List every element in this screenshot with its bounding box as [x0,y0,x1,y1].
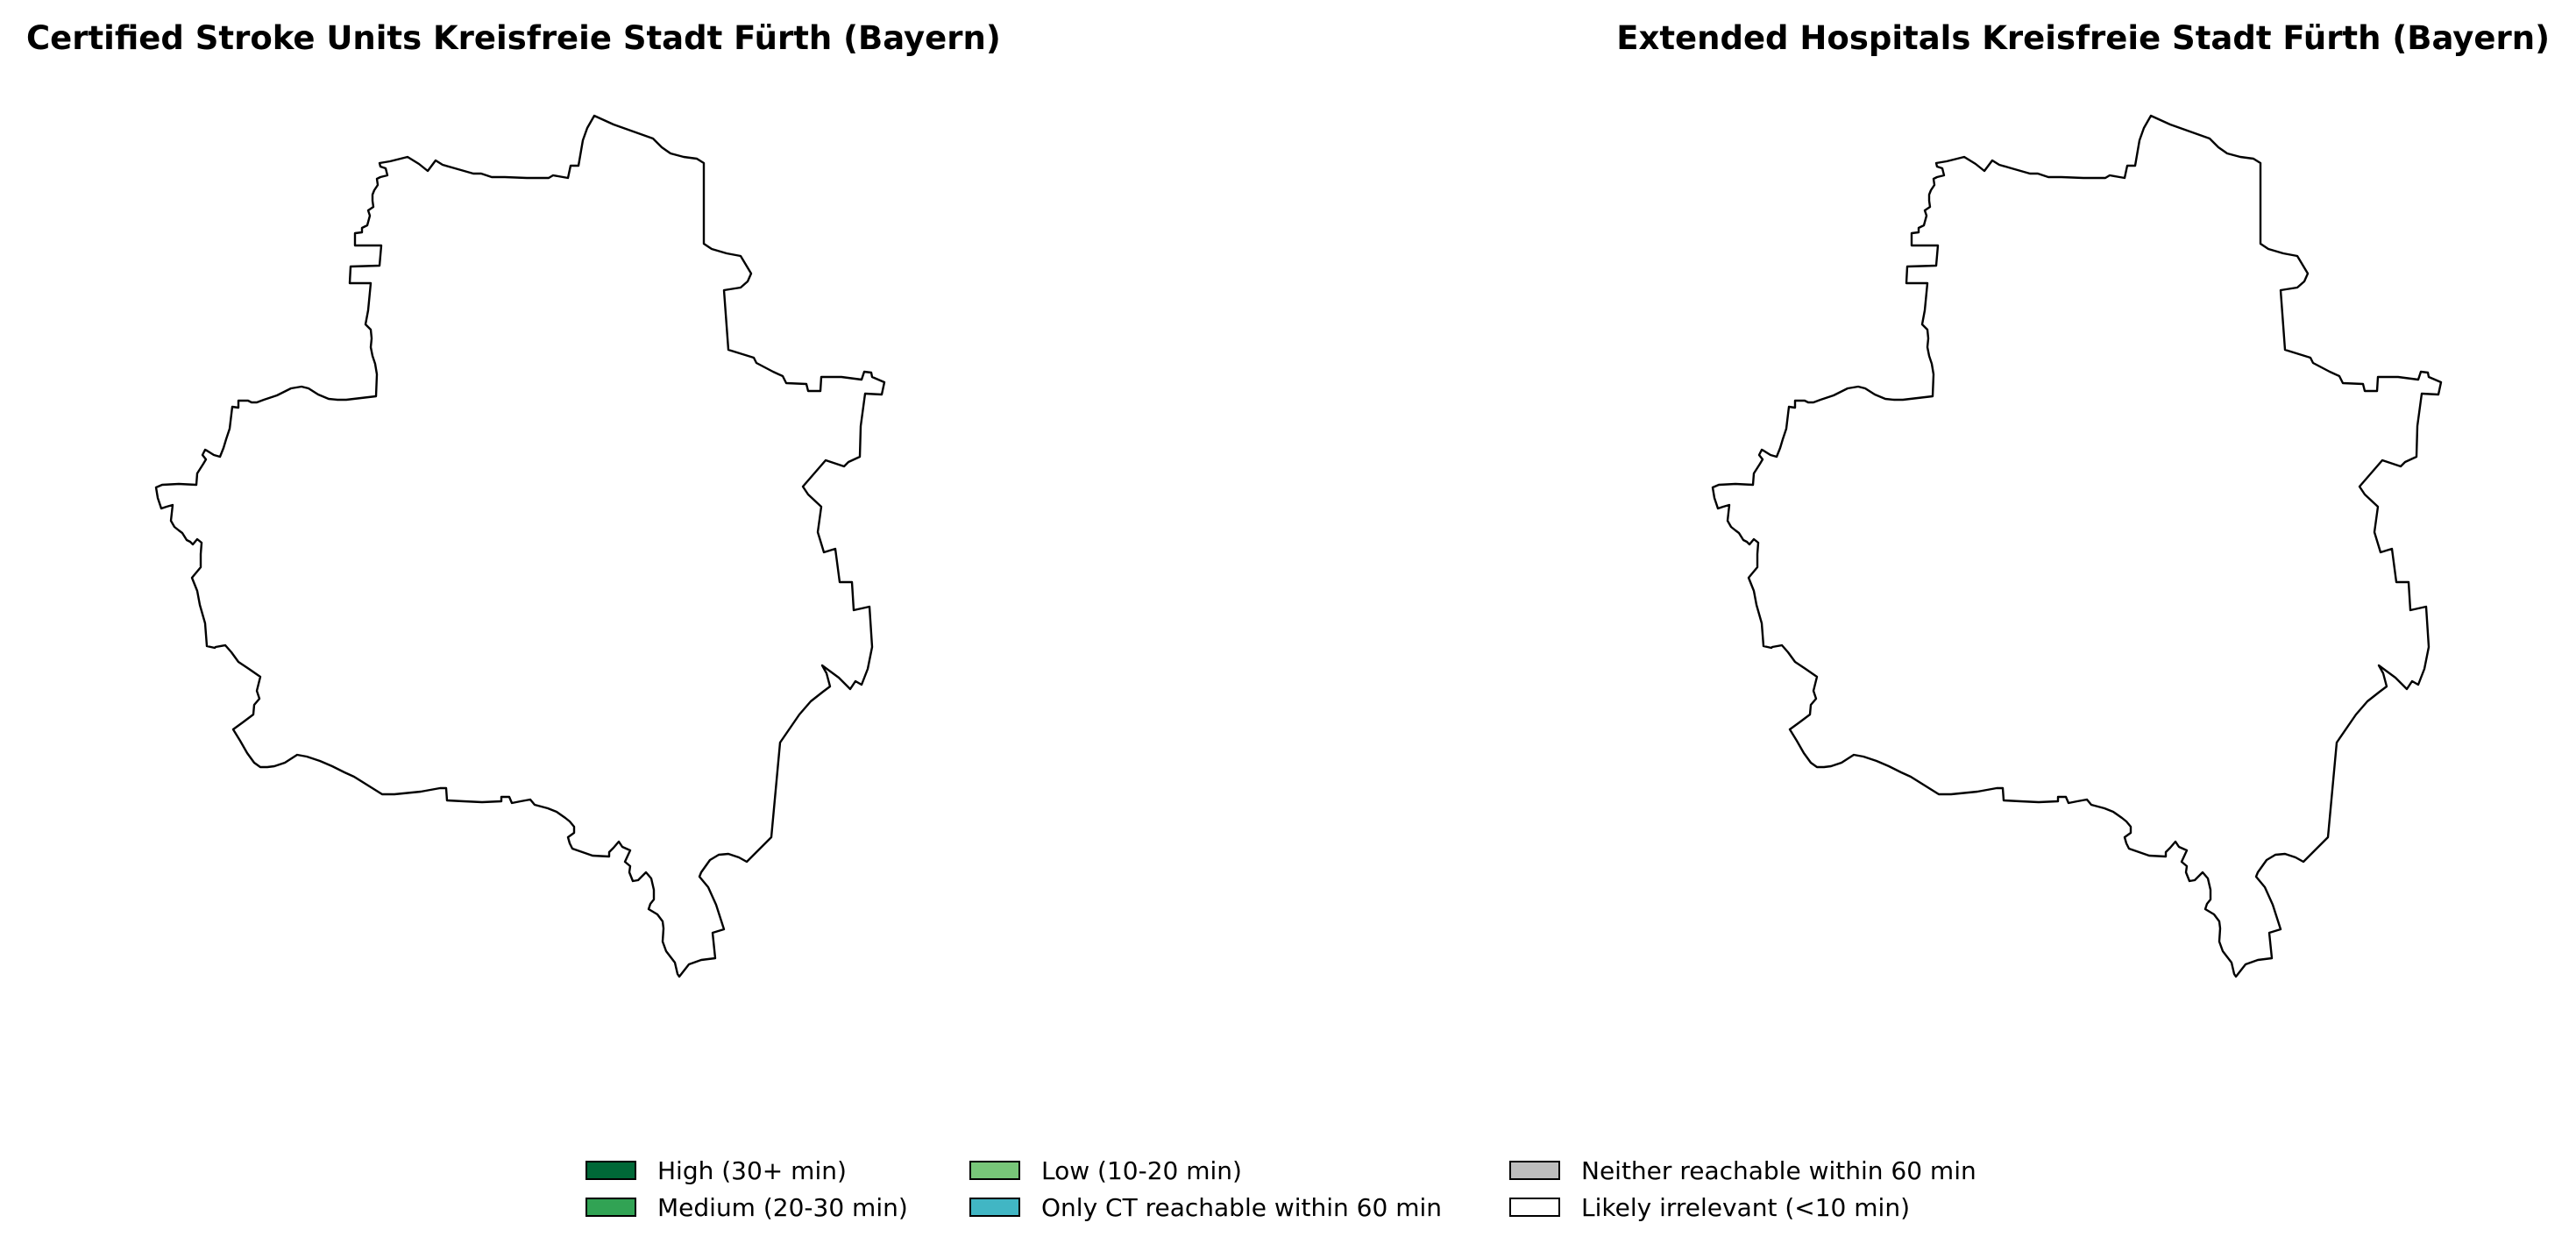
legend-swatch-only-ct [969,1198,1020,1217]
legend-item-low: Low (10-20 min) [969,1155,1242,1185]
legend-label-only-ct: Only CT reachable within 60 min [1041,1192,1443,1222]
legend-swatch-neither [1509,1161,1560,1180]
legend-label-neither: Neither reachable within 60 min [1581,1155,1976,1185]
legend-item-medium: Medium (20-30 min) [585,1192,908,1222]
legend-label-high: High (30+ min) [657,1155,847,1185]
panel-title-extended-hospitals: Extended Hospitals Kreisfreie Stadt Fürt… [1616,19,2550,57]
panel-title-stroke-units: Certified Stroke Units Kreisfreie Stadt … [26,19,1001,57]
district-boundary [1711,114,2443,978]
legend-swatch-irrelevant [1509,1198,1560,1217]
district-boundary [154,114,886,978]
legend-item-high: High (30+ min) [585,1155,847,1185]
legend-item-irrelevant: Likely irrelevant (<10 min) [1509,1192,1910,1222]
legend: High (30+ min) Medium (20-30 min) Low (1… [585,1155,2076,1234]
legend-label-medium: Medium (20-30 min) [657,1192,908,1222]
legend-item-only-ct: Only CT reachable within 60 min [969,1192,1442,1222]
legend-label-low: Low (10-20 min) [1041,1155,1242,1185]
legend-swatch-low [969,1161,1020,1180]
legend-item-neither: Neither reachable within 60 min [1509,1155,1976,1185]
map-stroke-units [154,114,886,978]
legend-label-irrelevant: Likely irrelevant (<10 min) [1581,1192,1910,1222]
legend-swatch-medium [585,1198,636,1217]
map-extended-hospitals [1711,114,2443,978]
legend-swatch-high [585,1161,636,1180]
